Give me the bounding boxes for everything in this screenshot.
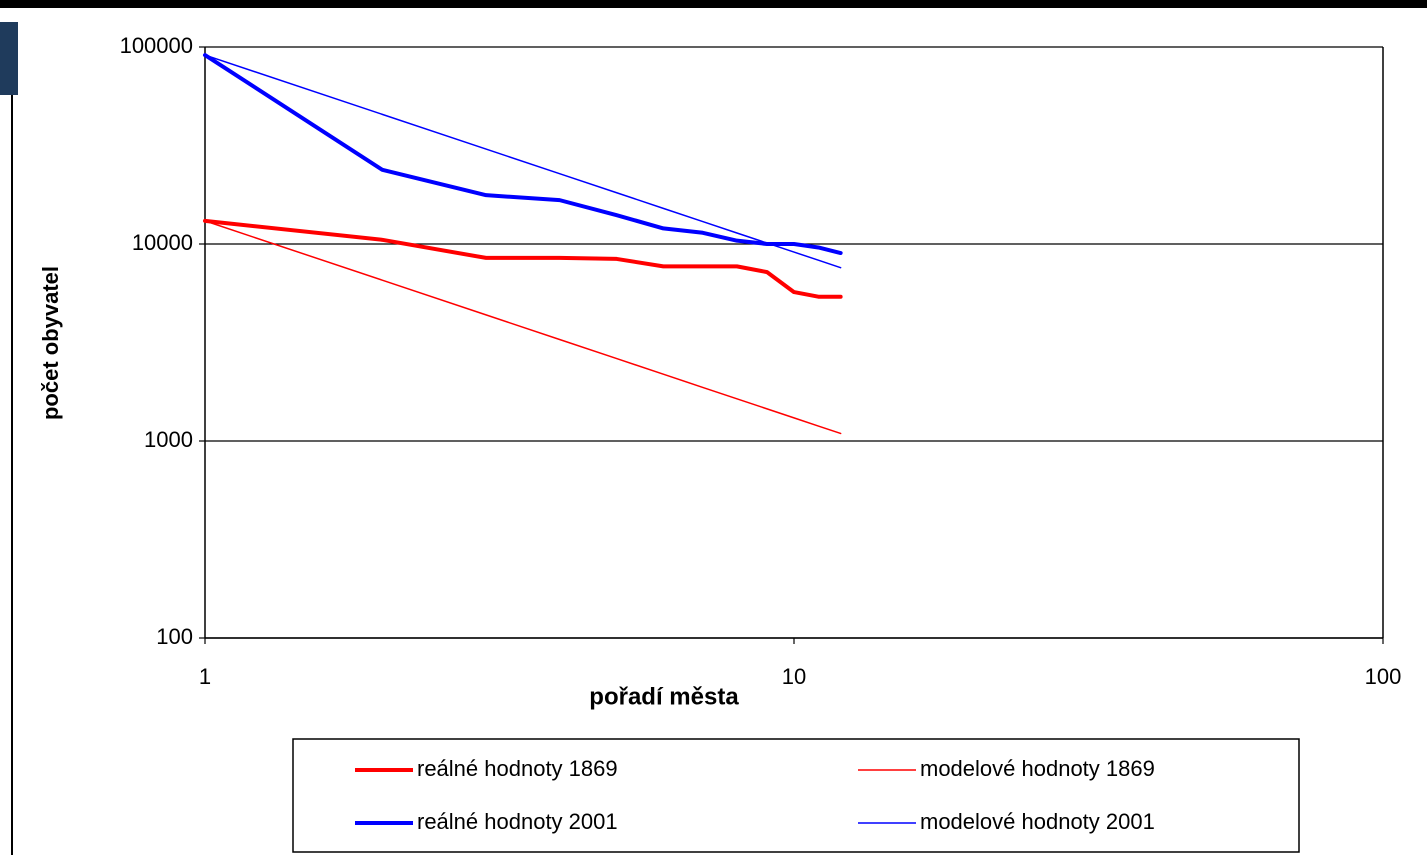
y-tick-label: 100000 — [120, 33, 193, 58]
legend-label: modelové hodnoty 1869 — [920, 756, 1155, 781]
x-tick-label: 10 — [782, 664, 806, 689]
y-tick-label: 1000 — [144, 427, 193, 452]
series-line — [203, 53, 843, 256]
legend-label: modelové hodnoty 2001 — [920, 809, 1155, 834]
corner-block — [0, 22, 18, 95]
x-tick-label: 1 — [199, 664, 211, 689]
x-axis-label: pořadí města — [589, 683, 739, 710]
series-line — [203, 218, 843, 299]
legend-label: reálné hodnoty 1869 — [417, 756, 618, 781]
x-tick-label: 100 — [1365, 664, 1402, 689]
top-bar — [0, 0, 1427, 8]
legend-label: reálné hodnoty 2001 — [417, 809, 618, 834]
y-tick-label: 10000 — [132, 230, 193, 255]
y-axis-label: počet obyvatel — [38, 266, 63, 420]
series-line — [204, 220, 842, 435]
y-tick-label: 100 — [156, 624, 193, 649]
series-line — [204, 54, 842, 269]
legend-box — [292, 738, 1300, 853]
